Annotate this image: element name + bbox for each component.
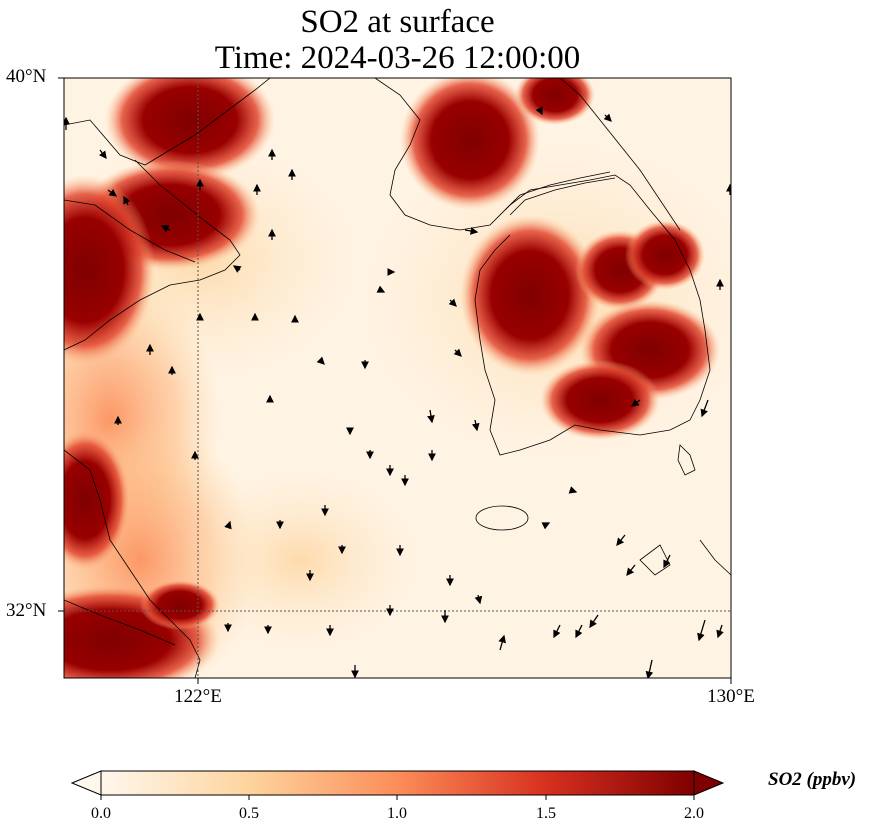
wind-arrow: [98, 149, 107, 160]
colorbar-tick: 0.0: [91, 805, 111, 822]
wind-arrow: [123, 195, 131, 206]
colorbar-tick: 0.5: [239, 805, 259, 822]
so2-field: [64, 78, 731, 678]
coastlines: [64, 78, 731, 678]
wind-arrow: [568, 486, 578, 494]
wind-arrow: [471, 419, 480, 432]
colorbar-label: SO2 (ppbv): [768, 769, 857, 790]
wind-arrow: [716, 624, 724, 639]
wind-arrow: [575, 624, 583, 639]
hotspot-liaodong: [105, 78, 275, 180]
lon-label-122e: 122°E: [174, 686, 222, 707]
hotspot-jiangsu: [64, 430, 130, 570]
hotspot-north-korea: [400, 78, 540, 210]
wind-arrow: [626, 564, 636, 577]
lon-label-130e: 130°E: [707, 686, 755, 707]
wind-arrow: [453, 348, 462, 357]
colorbar-tick: 1.0: [387, 805, 407, 822]
hotspot-seoul: [460, 215, 600, 375]
colorbar-tick: 2.0: [684, 805, 704, 822]
hotspot-south-coast: [540, 360, 660, 440]
wind-arrow: [645, 659, 654, 678]
wind-arrow: [316, 356, 325, 365]
wind-vectors: [64, 106, 731, 678]
wind-arrow: [616, 534, 626, 547]
wind-arrow: [474, 594, 483, 605]
colorbar-tick: 1.5: [536, 805, 556, 822]
wind-arrow: [464, 227, 479, 235]
wind-arrow: [603, 113, 612, 122]
wind-arrow: [535, 106, 543, 116]
wind-arrow: [700, 399, 709, 418]
map-frame: [63, 77, 732, 679]
wind-arrow: [630, 398, 641, 407]
wind-arrow: [553, 624, 561, 639]
wind-arrow: [376, 285, 386, 293]
wind-arrow: [541, 522, 551, 530]
hotspot-shandong: [64, 175, 155, 365]
lat-label-40n: 40°N: [6, 66, 47, 87]
wind-arrow: [160, 225, 171, 233]
map-subtitle: Time: 2024-03-26 12:00:00: [214, 40, 581, 76]
colorbar-ramp: [100, 770, 695, 796]
wind-arrow: [448, 298, 457, 307]
wind-arrow: [498, 634, 506, 651]
wind-arrow: [589, 614, 599, 629]
wind-arrow: [663, 554, 671, 569]
wind-arrow: [107, 188, 118, 197]
colorbar-extend-min: [70, 770, 102, 796]
map-title: SO2 at surface: [300, 4, 495, 40]
lat-label-32n: 32°N: [6, 600, 47, 621]
wind-arrow: [427, 409, 435, 424]
colorbar-extend-max: [693, 770, 725, 796]
wind-arrow: [232, 265, 242, 273]
hotspot-central-korea: [625, 220, 705, 290]
wind-arrow: [697, 619, 706, 642]
wind-arrow: [224, 520, 232, 530]
